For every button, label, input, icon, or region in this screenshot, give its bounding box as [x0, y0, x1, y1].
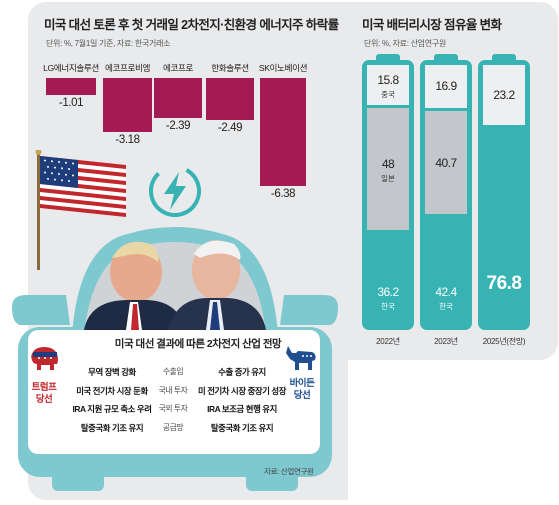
battery-segment-china: 15.8 중국 — [367, 65, 409, 106]
trump-label-text: 트럼프 당선 — [31, 382, 57, 405]
battery-segment-china: 23.2 — [483, 65, 525, 125]
bar-category-label: SK이노베이션 — [258, 63, 308, 73]
battery-segment-japan: 48 일본 — [367, 108, 409, 231]
outlook-category-cell: 수출입 — [162, 367, 184, 376]
year-label: 2025년(전망) — [482, 337, 526, 346]
outlook-category-cell: 공급망 — [162, 422, 184, 432]
battery-cap — [492, 54, 516, 61]
outlook-biden-cell: 수출 증가 유지 — [218, 367, 266, 377]
outlook-trump-cell: 탈중국화 기조 유지 — [80, 422, 144, 433]
bar-value-label: -2.39 — [165, 120, 191, 133]
segment-value-label: 23.2 — [493, 87, 515, 102]
biden-label-text: 바이든 당선 — [289, 378, 315, 401]
segment-name-label: 중국 — [381, 90, 395, 100]
outlook-biden-cell: 미 전기차 시장 중장기 성장 — [197, 385, 287, 396]
bar-value-label: -1.01 — [58, 97, 84, 110]
bar-value-label: -6.38 — [270, 188, 296, 200]
battery-bar: 15.8 중국 48 일본 36.2 한국 — [362, 60, 414, 330]
segment-value-label: 15.8 — [377, 73, 399, 88]
trump-label: 트럼프 당선 — [26, 382, 62, 406]
battery-cap — [376, 54, 400, 61]
right-chart-title: 미국 배터리시장 점유율 변화 — [362, 18, 502, 32]
segment-value-label: 36.2 — [377, 284, 399, 299]
outlook-panel-bg — [28, 330, 320, 454]
bar — [103, 78, 152, 132]
segment-name-label: 일본 — [381, 174, 395, 184]
us-flag-icon — [35, 150, 126, 270]
segment-value-label: 48 — [381, 157, 395, 172]
bar-category-label: 한화솔루션 — [211, 63, 249, 73]
segment-value-label: 42.4 — [435, 284, 457, 299]
battery-segment-korea: 42.4 한국 — [425, 217, 467, 325]
lightning-icon — [149, 165, 201, 217]
outlook-biden-cell: 탈중국화 기조 유지 — [210, 422, 274, 433]
candidate-photo — [84, 240, 266, 330]
bar-category-label: 에코프로비엠 — [104, 63, 151, 73]
segment-value-label: 16.9 — [435, 79, 457, 94]
bar — [154, 78, 202, 119]
battery-bar: 16.9 40.7 42.4 한국 — [420, 60, 472, 330]
right-chart-note: 단위: %, 자료: 산업연구원 — [364, 39, 446, 48]
battery-segment-korea: 36.2 한국 — [367, 233, 409, 325]
year-label: 2023년 — [434, 337, 458, 346]
outlook-trump-cell: 미국 전기차 시장 둔화 — [76, 385, 148, 396]
segment-value-label: 76.8 — [486, 272, 522, 294]
bar — [260, 78, 306, 186]
battery-cap — [434, 54, 458, 61]
democrat-donkey-icon — [286, 346, 316, 370]
bar-category-label: 에코프로 — [162, 63, 194, 73]
bar-category-label: LG에너지솔루션 — [43, 63, 99, 73]
segment-value-label: 40.7 — [435, 155, 457, 170]
battery-segment-korea: 76.8 — [483, 127, 525, 325]
bar-value-label: -3.18 — [115, 133, 140, 146]
left-chart-title: 미국 대선 토론 후 첫 거래일 2차전지·친환경 에너지주 하락률 — [44, 18, 339, 32]
outlook-trump-cell: IRA 지원 규모 축소 우려 — [72, 404, 152, 414]
battery-segment-japan: 40.7 — [425, 110, 467, 215]
segment-name-label: 한국 — [381, 301, 395, 311]
year-label: 2022년 — [376, 337, 400, 346]
republican-elephant-icon — [31, 347, 58, 370]
outlook-title: 미국 대선 결과에 따른 2차전지 산업 전망 — [114, 338, 282, 350]
segment-name-label: 한국 — [439, 301, 453, 311]
outlook-biden-cell: IRA 보조금 현행 유지 — [207, 404, 277, 414]
outlook-trump-cell: 무역 장벽 강화 — [88, 367, 136, 377]
biden-label: 바이든 당선 — [284, 378, 320, 402]
bar-value-label: -2.49 — [217, 122, 243, 135]
battery-bar: 23.2 76.8 — [478, 60, 530, 330]
left-chart-note: 단위: %, 7월1일 기준, 자료: 한국거래소 — [46, 39, 171, 48]
outlook-source: 자료: 산업연구원 — [264, 467, 314, 476]
outlook-category-cell: 국외 투자 — [158, 404, 188, 413]
outlook-category-cell: 국내 투자 — [158, 385, 188, 395]
bar — [206, 78, 254, 121]
battery-segment-china: 16.9 — [425, 65, 467, 108]
bar — [46, 78, 96, 96]
